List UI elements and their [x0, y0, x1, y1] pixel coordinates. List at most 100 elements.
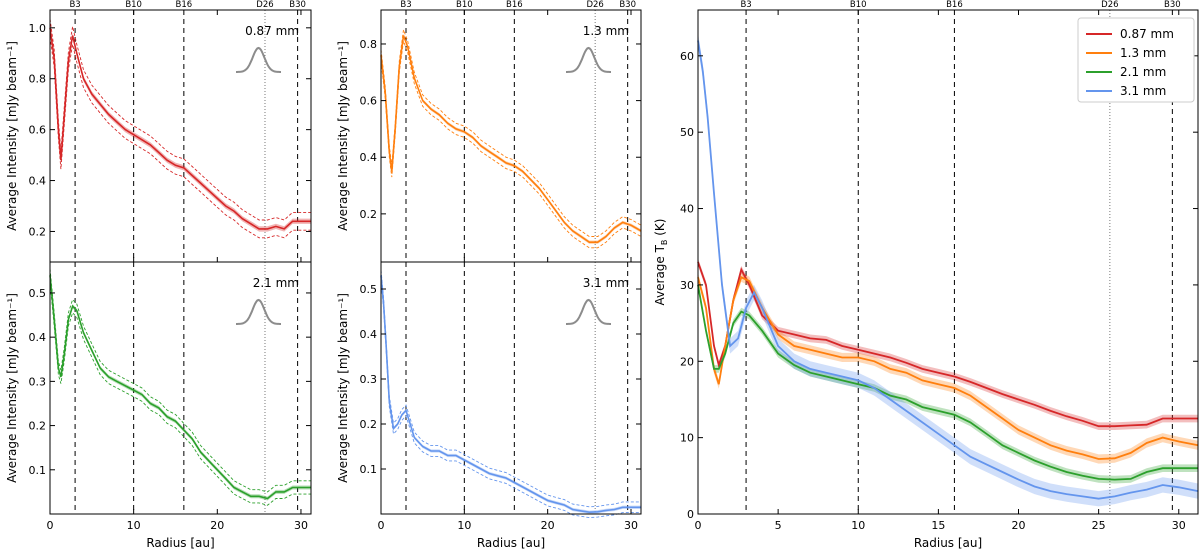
axes-frame [49, 9, 312, 263]
x-axis-title: Radius [au] [146, 536, 214, 550]
y-axis-title: Average Intensity [mJy beam⁻¹] [336, 293, 350, 483]
series-band [698, 272, 1198, 464]
beam-profile-icon [236, 298, 281, 325]
y-tick-label: 10 [680, 432, 694, 445]
axes-frame [697, 9, 1199, 515]
wavelength-label: 0.87 mm [245, 24, 299, 38]
y-tick-label: 0.2 [360, 418, 378, 431]
ring-marker-label: B10 [456, 0, 473, 10]
ring-marker-label: B10 [125, 0, 142, 10]
y-tick-label: 40 [680, 203, 694, 216]
series-line-31mm [380, 275, 641, 514]
series-band [50, 273, 311, 501]
series-lower-error [49, 36, 311, 239]
y-tick-label: 0.8 [360, 38, 378, 51]
series-upper-error [380, 29, 642, 237]
x-tick-label: 5 [775, 519, 782, 532]
x-tick-label: 15 [931, 519, 945, 532]
series-line-087mm [49, 27, 311, 230]
gap-marker-label: D26 [256, 0, 273, 10]
series-line-21mm [697, 284, 1198, 481]
x-tick-label: 20 [541, 519, 555, 532]
y-tick-label: 0 [687, 508, 694, 521]
y-tick-label: 0.4 [29, 175, 47, 188]
legend-entry: 2.1 mm [1120, 65, 1166, 79]
x-tick-label: 0 [695, 519, 702, 532]
legend-entry: 3.1 mm [1120, 84, 1166, 98]
y-axis-title: Average Intensity [mJy beam⁻¹] [336, 41, 350, 231]
x-axis-title: Radius [au] [914, 536, 982, 550]
y-tick-label: 0.4 [360, 151, 378, 164]
series-line-087mm [697, 261, 1198, 428]
ring-marker-label: B30 [289, 0, 306, 10]
y-axis-title: Average Intensity [mJy beam⁻¹] [5, 293, 19, 483]
axes-frame [49, 261, 312, 515]
x-tick-label: 10 [457, 519, 471, 532]
series-line-31mm [697, 40, 1199, 500]
y-tick-label: 0.8 [29, 73, 47, 86]
wavelength-label: 1.3 mm [583, 24, 629, 38]
series-line-21mm [49, 275, 311, 500]
ring-marker-label: B16 [176, 0, 193, 10]
y-tick-label: 20 [680, 355, 694, 368]
series-line-13mm [380, 35, 642, 243]
legend-box [1077, 17, 1195, 103]
y-tick-label: 50 [680, 126, 694, 139]
ring-marker-label: B30 [619, 0, 636, 10]
x-tick-label: 20 [210, 519, 224, 532]
y-tick-label: 0.3 [29, 375, 47, 388]
axes-frame [380, 261, 642, 515]
x-tick-label: 10 [127, 519, 141, 532]
y-axis-title: Average Intensity [mJy beam⁻¹] [5, 41, 19, 231]
y-tick-label: 0.5 [360, 283, 378, 296]
y-tick-label: 0.1 [360, 463, 378, 476]
ring-marker-label: B16 [506, 0, 523, 10]
beam-profile-icon [566, 46, 611, 73]
x-axis-title: Radius [au] [477, 536, 545, 550]
y-tick-label: 30 [680, 279, 694, 292]
y-tick-label: 0.2 [360, 208, 378, 221]
x-tick-label: 20 [1012, 519, 1026, 532]
series-band [50, 25, 311, 232]
y-tick-label: 0.4 [29, 331, 47, 344]
ring-marker-label: B30 [1164, 0, 1181, 10]
y-tick-label: 0.4 [360, 328, 378, 341]
x-tick-label: 30 [624, 519, 638, 532]
y-tick-label: 0.1 [29, 464, 47, 477]
y-tick-label: 0.6 [360, 95, 378, 108]
legend-entry: 0.87 mm [1120, 27, 1174, 41]
y-tick-label: 1.0 [29, 22, 47, 35]
y-axis-title: Average TB (K) [653, 219, 669, 306]
x-tick-label: 0 [378, 519, 385, 532]
y-tick-label: 0.6 [29, 124, 47, 137]
x-tick-label: 30 [1172, 519, 1186, 532]
x-tick-label: 30 [294, 519, 308, 532]
x-tick-label: 25 [1092, 519, 1106, 532]
y-tick-label: 0.2 [29, 225, 47, 238]
data-layer [49, 18, 1199, 519]
axes-frame [380, 9, 642, 263]
beam-profile-icon [566, 298, 611, 325]
axes-layer [49, 9, 1199, 515]
series-upper-error [380, 270, 641, 508]
series-band [698, 32, 1198, 507]
ring-marker-label: B16 [946, 0, 963, 10]
series-upper-error [49, 268, 311, 493]
series-upper-error [49, 18, 311, 221]
wavelength-label: 3.1 mm [583, 276, 629, 290]
series-band [381, 273, 641, 514]
y-tick-label: 0.2 [29, 420, 47, 433]
ring-marker-label: B3 [69, 0, 80, 10]
series-band [381, 33, 641, 244]
legend-entry: 1.3 mm [1120, 46, 1166, 60]
x-tick-label: 0 [47, 519, 54, 532]
gap-marker-label: D26 [586, 0, 603, 10]
series-lower-error [380, 40, 642, 249]
ring-marker-label: B10 [850, 0, 867, 10]
beam-profile-icon [236, 46, 281, 73]
y-tick-label: 0.5 [29, 287, 47, 300]
ring-marker-label: B3 [740, 0, 751, 10]
series-lower-error [49, 281, 311, 506]
